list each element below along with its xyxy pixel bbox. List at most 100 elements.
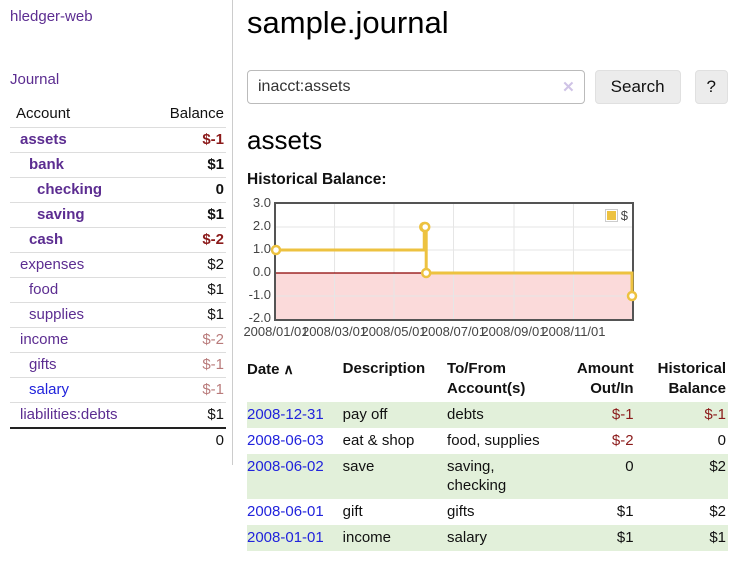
account-link-checking[interactable]: checking — [37, 181, 103, 198]
account-link-liabilities-debts[interactable]: liabilities:debts — [20, 406, 118, 423]
transaction-description: eat & shop — [342, 432, 415, 449]
accounts-total-row: 0 — [10, 427, 226, 453]
page-title: sample.journal — [247, 5, 449, 40]
accounts-header-balance: Balance — [169, 105, 224, 122]
account-link-gifts[interactable]: gifts — [29, 356, 57, 373]
transaction-date-link[interactable]: 2008-01-01 — [247, 529, 324, 546]
chart-canvas — [270, 204, 638, 319]
legend-swatch-icon — [604, 209, 618, 222]
app-title-link[interactable]: hledger-web — [10, 8, 93, 25]
register-row: 2008-06-01 gift gifts $1 $2 — [247, 499, 728, 525]
accounts-total-spacer — [10, 427, 148, 453]
transaction-date-link[interactable]: 2008-06-03 — [247, 432, 324, 449]
transaction-accounts: debts — [447, 406, 484, 423]
transaction-amount: $1 — [616, 503, 634, 520]
account-link-saving[interactable]: saving — [37, 206, 85, 223]
y-tick-label: 3.0 — [252, 195, 271, 210]
register-header-accounts: To/From Account(s) — [447, 360, 526, 397]
help-button[interactable]: ? — [694, 70, 728, 104]
account-link-salary[interactable]: salary — [29, 381, 70, 398]
clear-search-icon[interactable]: ✕ — [562, 79, 575, 96]
account-row-cash: cash $-2 — [10, 227, 226, 253]
account-balance-expenses: $2 — [147, 252, 226, 278]
accounts-header-account: Account — [16, 105, 71, 122]
chart-plot-area: $ — [270, 202, 638, 321]
account-row-bank: bank $1 — [10, 152, 226, 178]
register-table: Date ∧ Description To/From Account(s) Amo… — [247, 357, 728, 551]
transaction-balance: $2 — [709, 458, 726, 475]
accounts-table: Account Balance assets $-1 bank $1 check… — [10, 103, 226, 453]
y-tick-label: 0.0 — [252, 264, 271, 279]
transaction-accounts: salary — [447, 529, 488, 546]
account-balance-salary: $-1 — [147, 377, 226, 403]
register-header-description: Description — [342, 360, 426, 377]
main-content: sample.journal ✕ Search ? assets Histori… — [233, 0, 728, 551]
account-link-bank[interactable]: bank — [29, 156, 65, 173]
account-link-income[interactable]: income — [20, 331, 69, 348]
register-header-balance: Historical Balance — [657, 360, 726, 397]
nav-journal-link[interactable]: Journal — [10, 71, 60, 88]
account-row-checking: checking 0 — [10, 177, 226, 203]
transaction-description: gift — [342, 503, 363, 520]
transaction-accounts: gifts — [447, 503, 475, 520]
y-tick-label: 1.0 — [252, 241, 271, 256]
search-form: ✕ Search ? — [247, 70, 728, 104]
account-balance-income: $-2 — [147, 327, 226, 353]
transaction-balance: $-1 — [704, 406, 726, 423]
register-row: 2008-12-31 pay off debts $-1 $-1 — [247, 402, 728, 428]
x-tick-label: 2008/11/01 — [541, 324, 606, 339]
transaction-accounts: saving, checking — [447, 458, 507, 494]
y-tick-label: -2.0 — [248, 310, 271, 325]
search-button[interactable]: Search — [594, 70, 681, 104]
register-row: 2008-06-02 save saving, checking 0 $2 — [247, 454, 728, 499]
transaction-amount: $-1 — [611, 406, 634, 423]
y-tick-label: 2.0 — [252, 218, 271, 233]
transaction-amount: $1 — [616, 529, 634, 546]
register-row: 2008-01-01 income salary $1 $1 — [247, 525, 728, 551]
register-header-date: Date ∧ — [247, 361, 294, 378]
account-balance-liabilities-debts: $1 — [147, 402, 226, 428]
account-balance-bank: $1 — [147, 152, 226, 178]
transaction-date-link[interactable]: 2008-06-01 — [247, 503, 324, 520]
account-row-assets: assets $-1 — [10, 127, 226, 153]
search-input[interactable] — [247, 70, 585, 104]
register-header-row: Date ∧ Description To/From Account(s) Amo… — [247, 357, 728, 402]
x-tick-label: 2008/07/01 — [420, 324, 487, 339]
account-row-gifts: gifts $-1 — [10, 352, 226, 378]
register-row: 2008-06-03 eat & shop food, supplies $-2… — [247, 428, 728, 454]
balance-chart: $ 3.0 2.0 1.0 0.0 -1.0 -2.0 2008/01/01 2008/03… — [243, 195, 647, 340]
transaction-balance: $2 — [709, 503, 726, 520]
account-link-assets[interactable]: assets — [20, 131, 67, 148]
transaction-date-link[interactable]: 2008-12-31 — [247, 406, 324, 423]
account-balance-food: $1 — [147, 277, 226, 303]
account-balance-cash: $-2 — [147, 227, 226, 253]
account-heading: assets — [247, 125, 323, 155]
account-link-cash[interactable]: cash — [29, 231, 64, 248]
account-row-expenses: expenses $2 — [10, 252, 226, 278]
x-tick-label: 2008/09/01 — [481, 324, 547, 339]
transaction-balance: $1 — [709, 529, 726, 546]
account-row-liabilities-debts: liabilities:debts $1 — [10, 402, 226, 428]
account-row-supplies: supplies $1 — [10, 302, 226, 328]
account-balance-saving: $1 — [147, 202, 226, 228]
account-balance-checking: 0 — [147, 177, 226, 203]
sort-asc-icon: ∧ — [283, 361, 294, 377]
x-tick-label: 2008/01/01 — [243, 324, 309, 339]
account-balance-assets: $-1 — [147, 127, 226, 153]
x-tick-label: 2008/05/01 — [361, 324, 427, 339]
account-balance-supplies: $1 — [147, 302, 226, 328]
search-box: ✕ — [247, 70, 585, 104]
transaction-accounts: food, supplies — [447, 432, 540, 449]
x-tick-label: 2008/03/01 — [301, 324, 368, 339]
account-link-supplies[interactable]: supplies — [29, 306, 85, 323]
transaction-description: pay off — [342, 406, 388, 423]
account-row-food: food $1 — [10, 277, 226, 303]
transaction-amount: $-2 — [611, 432, 634, 449]
register-header-amount: Amount Out/In — [576, 360, 634, 397]
account-link-expenses[interactable]: expenses — [20, 256, 85, 273]
sidebar: hledger-web Journal Account Balance asse… — [0, 0, 233, 465]
account-link-food[interactable]: food — [29, 281, 59, 298]
account-row-salary: salary $-1 — [10, 377, 226, 403]
transaction-date-link[interactable]: 2008-06-02 — [247, 458, 324, 475]
y-tick-label: -1.0 — [248, 287, 271, 302]
